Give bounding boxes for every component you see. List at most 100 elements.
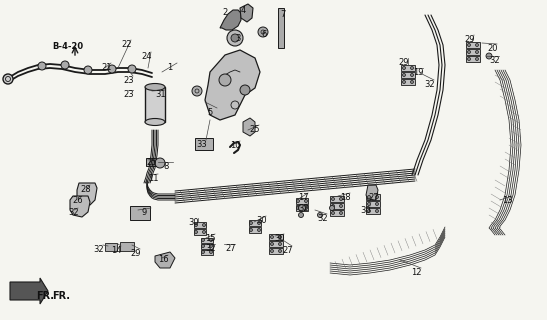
Bar — [269, 248, 283, 254]
Text: 27: 27 — [282, 246, 293, 255]
Bar — [466, 56, 480, 62]
Circle shape — [195, 230, 197, 234]
Text: FR.: FR. — [36, 291, 54, 301]
Bar — [269, 241, 283, 247]
Polygon shape — [240, 4, 253, 22]
Polygon shape — [220, 10, 241, 30]
Circle shape — [84, 66, 92, 74]
Text: 19: 19 — [413, 68, 423, 77]
Text: 3: 3 — [235, 34, 240, 43]
Text: 28: 28 — [80, 185, 91, 194]
Text: 2: 2 — [222, 8, 227, 17]
Text: 27: 27 — [368, 193, 379, 202]
Circle shape — [375, 196, 379, 198]
Text: 17: 17 — [298, 193, 309, 202]
Bar — [105, 243, 117, 251]
Circle shape — [468, 51, 470, 53]
Circle shape — [331, 212, 335, 214]
Circle shape — [410, 81, 414, 84]
Text: 32: 32 — [317, 214, 328, 223]
Circle shape — [468, 58, 470, 60]
Circle shape — [202, 230, 206, 234]
Circle shape — [61, 61, 69, 69]
Circle shape — [210, 238, 212, 242]
Text: 6: 6 — [261, 30, 266, 39]
Text: 32: 32 — [68, 208, 79, 217]
Circle shape — [195, 223, 197, 227]
Circle shape — [271, 236, 274, 238]
Bar — [466, 49, 480, 55]
Polygon shape — [205, 50, 260, 120]
Text: 26: 26 — [72, 196, 83, 205]
Circle shape — [201, 238, 205, 242]
Polygon shape — [155, 252, 175, 268]
Bar — [366, 201, 380, 207]
Circle shape — [271, 243, 274, 245]
Bar — [466, 42, 480, 48]
Bar — [278, 8, 284, 48]
Circle shape — [486, 53, 492, 59]
Text: 11: 11 — [148, 174, 159, 183]
Text: 7: 7 — [280, 10, 286, 19]
Text: B-4-20: B-4-20 — [52, 42, 83, 51]
Circle shape — [249, 228, 253, 231]
Text: 32: 32 — [424, 80, 435, 89]
Bar — [330, 196, 344, 202]
Circle shape — [410, 67, 414, 69]
Circle shape — [210, 244, 212, 247]
Text: 8: 8 — [163, 162, 168, 171]
Circle shape — [305, 199, 307, 203]
Circle shape — [475, 44, 479, 46]
Bar — [249, 227, 261, 233]
Bar — [145, 87, 165, 122]
Circle shape — [192, 86, 202, 96]
Circle shape — [240, 85, 250, 95]
Circle shape — [231, 34, 239, 42]
Bar — [401, 65, 415, 71]
Circle shape — [475, 58, 479, 60]
Circle shape — [201, 251, 205, 253]
Text: 5: 5 — [207, 108, 212, 117]
Circle shape — [210, 251, 212, 253]
Circle shape — [410, 74, 414, 76]
Text: 1: 1 — [167, 63, 172, 72]
Text: 32: 32 — [298, 204, 309, 213]
Circle shape — [249, 221, 253, 225]
Circle shape — [128, 65, 136, 73]
Bar — [269, 234, 283, 240]
Text: 27: 27 — [225, 244, 236, 253]
Circle shape — [278, 250, 282, 252]
Circle shape — [296, 199, 300, 203]
Bar — [296, 205, 308, 211]
Bar — [401, 79, 415, 85]
Text: 9: 9 — [141, 208, 146, 217]
Polygon shape — [366, 185, 378, 200]
Text: 25: 25 — [146, 158, 156, 167]
Polygon shape — [70, 196, 90, 217]
Circle shape — [305, 206, 307, 210]
Text: 29: 29 — [130, 249, 141, 258]
Circle shape — [340, 204, 342, 207]
Circle shape — [278, 236, 282, 238]
Text: 30: 30 — [256, 216, 266, 225]
Polygon shape — [10, 278, 48, 304]
Circle shape — [329, 205, 335, 211]
Bar — [195, 138, 213, 150]
Text: 32: 32 — [93, 245, 103, 254]
Circle shape — [368, 210, 370, 212]
Text: 18: 18 — [340, 193, 351, 202]
Text: 10: 10 — [230, 141, 241, 150]
Circle shape — [375, 203, 379, 205]
Polygon shape — [77, 183, 97, 205]
Circle shape — [3, 74, 13, 84]
Circle shape — [403, 74, 405, 76]
Circle shape — [368, 203, 370, 205]
Circle shape — [258, 27, 268, 37]
Bar — [401, 72, 415, 78]
Text: 32: 32 — [205, 244, 216, 253]
Circle shape — [258, 221, 260, 225]
Text: 13: 13 — [502, 196, 513, 205]
Circle shape — [468, 44, 470, 46]
Text: 12: 12 — [411, 268, 422, 277]
Circle shape — [258, 228, 260, 231]
